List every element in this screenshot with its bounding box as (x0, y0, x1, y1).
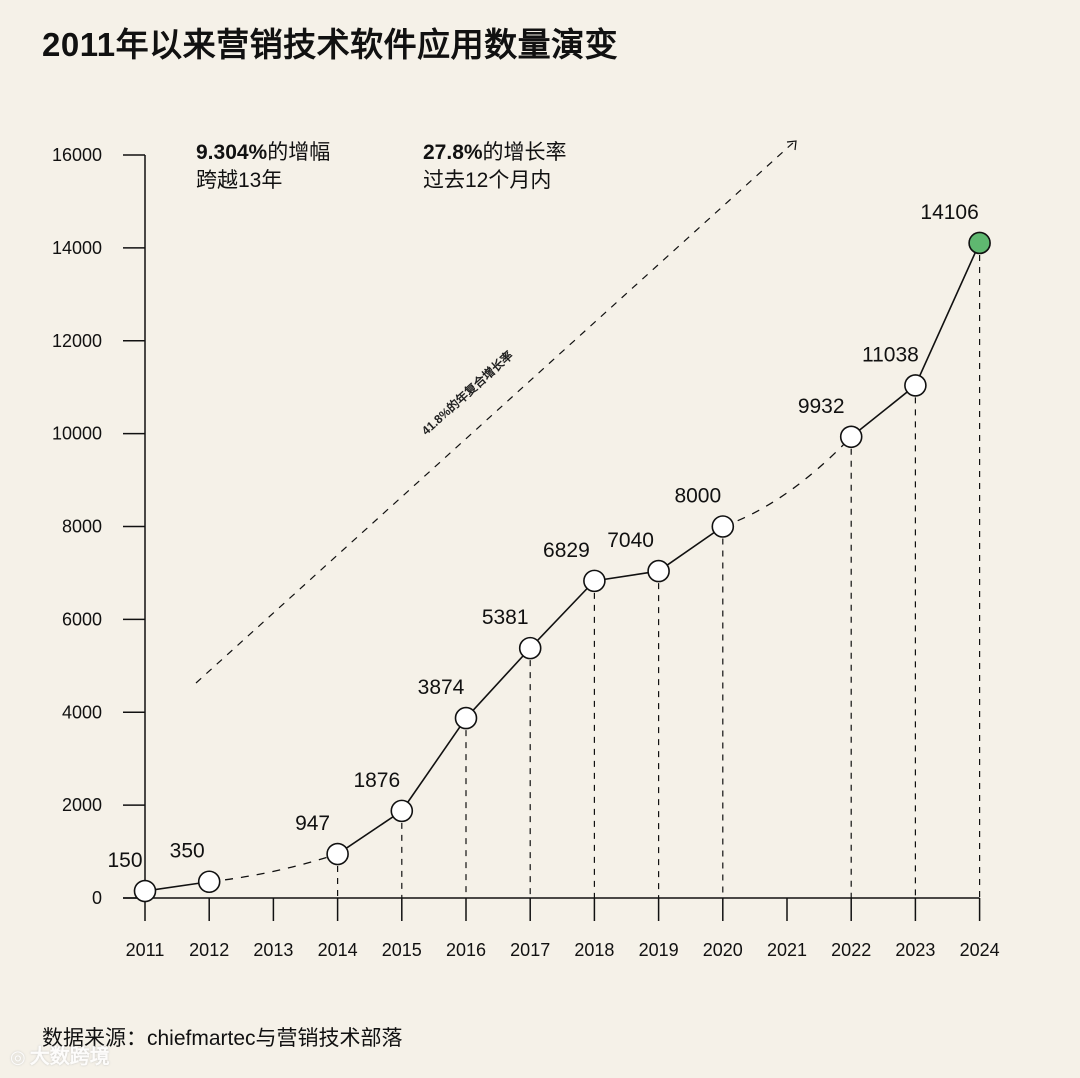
growth-12m-value: 27.8% (423, 141, 483, 164)
data-point-2011 (133, 879, 157, 903)
x-tick-label-2023: 2023 (895, 940, 935, 960)
line-segment-2015-2016 (401, 717, 467, 812)
trend-label: 41.8%的年复合增长率 (418, 348, 516, 438)
x-tick-label-2022: 2022 (831, 940, 871, 960)
line-segment-2017-2018 (529, 580, 595, 649)
x-tick-label-2012: 2012 (189, 940, 229, 960)
y-tick-label-8000: 8000 (62, 517, 102, 537)
y-tick-label-0: 0 (92, 888, 102, 908)
data-label-2023: 11038 (862, 343, 919, 366)
growth-13y-suffix: 的增幅 (267, 141, 330, 164)
data-point-2012 (197, 870, 221, 894)
data-point-2019 (647, 559, 670, 583)
x-tick-label-2024: 2024 (960, 940, 1000, 960)
line-segment-2019-2020 (658, 525, 724, 572)
y-tick-label-12000: 12000 (52, 331, 102, 351)
x-tick-label-2013: 2013 (253, 940, 293, 960)
y-tick-label-14000: 14000 (52, 238, 102, 258)
x-tick-label-2014: 2014 (318, 940, 358, 960)
data-point-2018 (583, 569, 606, 593)
axes: 0 2000 4000 6000 8000 10000 12000 14000 16000 201… (52, 145, 1000, 960)
data-label-2020: 8000 (674, 485, 721, 508)
data-point-2024 (968, 231, 991, 255)
x-tick-label-2015: 2015 (382, 940, 422, 960)
data-label-2014: 947 (295, 812, 330, 835)
data-label-2022: 9932 (798, 395, 845, 418)
data-point-2020 (711, 515, 735, 538)
series-line (144, 242, 981, 892)
x-tick-label-2018: 2018 (574, 940, 614, 960)
data-label-2024: 14106 (920, 201, 978, 224)
y-tick-label-6000: 6000 (62, 609, 102, 629)
x-tick-label-2021: 2021 (767, 940, 807, 960)
data-label-2019: 7040 (607, 529, 654, 552)
data-point-2022 (839, 425, 863, 449)
data-label-2017: 5381 (482, 606, 529, 629)
line-segment-2012-2014 (209, 853, 338, 883)
growth-13y-line2: 跨越13年 (196, 169, 282, 192)
data-point-2014 (326, 842, 349, 866)
x-tick-label-2017: 2017 (510, 940, 550, 960)
data-source: 数据来源：chiefmartec与营销技术部落 (42, 1027, 403, 1050)
line-segment-2016-2017 (465, 647, 531, 719)
y-tick-label-4000: 4000 (62, 702, 102, 722)
line-segment-2014-2015 (337, 810, 403, 855)
annotation-growth-13y: 9.304%的增幅 (196, 141, 330, 164)
data-point-2016 (454, 706, 478, 730)
y-tick-label-10000: 10000 (52, 424, 102, 444)
data-label-2016: 3874 (418, 676, 465, 699)
annotations: 9.304%的增幅 跨越13年 27.8%的增长率 过去12个月内 (196, 141, 567, 192)
trend-arrow: 41.8%的年复合增长率 (195, 140, 797, 684)
data-label-2015: 1876 (353, 769, 400, 792)
data-markers (133, 231, 991, 903)
data-label-2018: 6829 (543, 539, 590, 562)
x-tick-label-2011: 2011 (126, 940, 165, 960)
watermark-text: 大数跨境 (29, 1046, 110, 1068)
data-point-2023 (904, 374, 927, 397)
x-tick-label-2020: 2020 (703, 940, 743, 960)
watermark-logo-icon: ◎ (10, 1047, 26, 1067)
data-point-2017 (518, 636, 542, 660)
growth-12m-suffix: 的增长率 (483, 141, 567, 164)
y-tick-label-16000: 16000 (52, 145, 102, 165)
chart-title: 2011年以来营销技术软件应用数量演变 (42, 26, 619, 63)
trend-arrow-head-icon (786, 140, 797, 151)
growth-13y-value: 9.304% (196, 141, 268, 164)
data-labels: 150 350 947 1876 3874 5381 6829 7040 8000 9932 110… (107, 201, 978, 872)
line-chart: 0 2000 4000 6000 8000 10000 12000 14000 16000 201… (52, 140, 1000, 960)
line-segment-2022-2023 (850, 384, 916, 438)
growth-12m-line2: 过去12个月内 (423, 169, 551, 192)
drop-lines (337, 242, 981, 898)
data-label-2012: 350 (170, 840, 205, 863)
line-segment-2023-2024 (914, 242, 981, 386)
trend-dashed-line (195, 140, 796, 684)
data-label-2011: 150 (107, 849, 142, 872)
x-tick-label-2016: 2016 (446, 940, 486, 960)
data-point-2015 (390, 799, 414, 823)
x-tick-label-2019: 2019 (639, 940, 679, 960)
watermark: ◎ 大数跨境 (10, 1040, 110, 1069)
y-tick-label-2000: 2000 (62, 795, 102, 815)
line-segment-2020-2022 (722, 436, 852, 528)
annotation-growth-12m: 27.8%的增长率 (423, 141, 567, 164)
